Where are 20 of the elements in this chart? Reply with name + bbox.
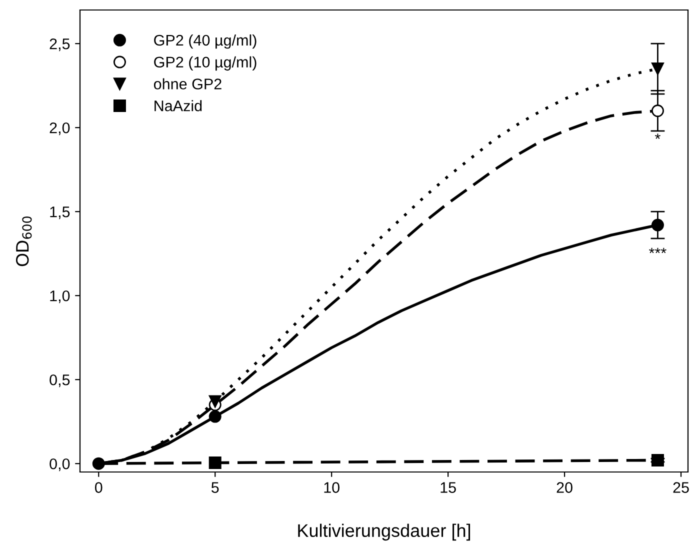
legend-label: ohne GP2 <box>154 78 222 90</box>
y-tick-label: 2,5 <box>50 38 70 52</box>
legend-label: GP2 (10 µg/ml) <box>154 56 256 71</box>
x-tick-label: 0 <box>94 482 102 493</box>
x-tick-label: 25 <box>673 482 689 493</box>
x-axis-title: Kultivierungsdauer [h] <box>298 524 470 541</box>
legend-label: GP2 (40 µg/ml) <box>154 34 256 49</box>
y-tick-label: 0,0 <box>50 458 70 472</box>
y-tick-label: 1,5 <box>50 206 70 220</box>
x-tick-label: 15 <box>440 482 456 493</box>
y-tick-label: 2,0 <box>50 122 70 136</box>
legend-label: NaAzid <box>154 100 202 112</box>
y-tick-label: 0,5 <box>50 374 70 388</box>
x-tick-label: 10 <box>324 482 340 493</box>
x-tick-label: 5 <box>211 482 219 493</box>
annotation: * <box>654 134 660 139</box>
y-axis-title: OD$_{600}$ <box>16 216 32 266</box>
y-tick-label: 1,0 <box>50 290 70 304</box>
x-tick-label: 20 <box>556 482 572 493</box>
annotation: *** <box>649 248 666 254</box>
